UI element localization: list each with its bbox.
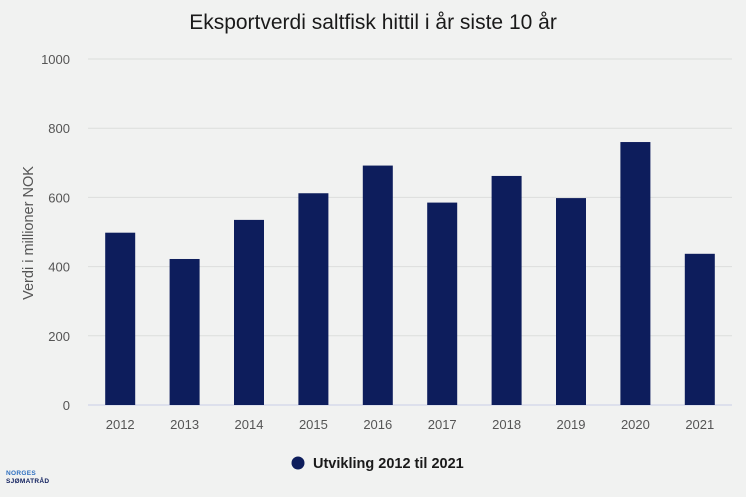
- y-tick-label: 200: [48, 329, 70, 344]
- x-tick-label: 2021: [685, 417, 714, 432]
- y-axis-label: Verdi i millioner NOK: [21, 166, 37, 300]
- legend[interactable]: Utvikling 2012 til 2021: [291, 456, 464, 472]
- norges-sjomatrad-logo: NORGES SJØMATRÅD: [6, 470, 49, 485]
- x-tick-label: 2016: [363, 417, 392, 432]
- bar-2019[interactable]: [556, 198, 586, 405]
- bar-2017[interactable]: [427, 202, 458, 405]
- x-tick-label: 2020: [621, 417, 650, 432]
- x-tick-label: 2017: [428, 417, 457, 432]
- bar-2021[interactable]: [684, 253, 715, 405]
- logo-line-1: NORGES: [6, 470, 36, 477]
- chart-title: Eksportverdi saltfisk hittil i år siste …: [189, 11, 557, 34]
- x-tick-label: 2019: [557, 417, 586, 432]
- bar-2015[interactable]: [298, 193, 329, 405]
- y-tick-label: 400: [48, 260, 70, 275]
- x-tick-label: 2013: [170, 417, 199, 432]
- bar-2018[interactable]: [491, 175, 522, 405]
- x-tick-labels: 2012 2013 2014 2015 2016 2017 2018 2019 2020 2021: [106, 417, 715, 432]
- x-tick-label: 2018: [492, 417, 521, 432]
- bar-2016[interactable]: [362, 165, 393, 405]
- x-tick-label: 2015: [299, 417, 328, 432]
- logo-line-2: SJØMATRÅD: [6, 477, 50, 485]
- y-tick-label: 800: [48, 121, 70, 136]
- bar-2012[interactable]: [105, 232, 136, 405]
- x-tick-label: 2012: [106, 417, 135, 432]
- y-tick-label: 1000: [41, 52, 70, 67]
- bars: [105, 142, 715, 406]
- legend-marker: [291, 456, 305, 470]
- x-tick-label: 2014: [235, 417, 264, 432]
- bar-2020[interactable]: [620, 142, 651, 406]
- y-tick-label: 0: [63, 398, 70, 413]
- bar-2014[interactable]: [234, 219, 264, 405]
- y-tick-labels: 0 200 400 600 800 1000: [41, 52, 70, 413]
- legend-label: Utvikling 2012 til 2021: [313, 456, 464, 472]
- bar-2013[interactable]: [169, 258, 200, 405]
- y-tick-label: 600: [48, 190, 70, 205]
